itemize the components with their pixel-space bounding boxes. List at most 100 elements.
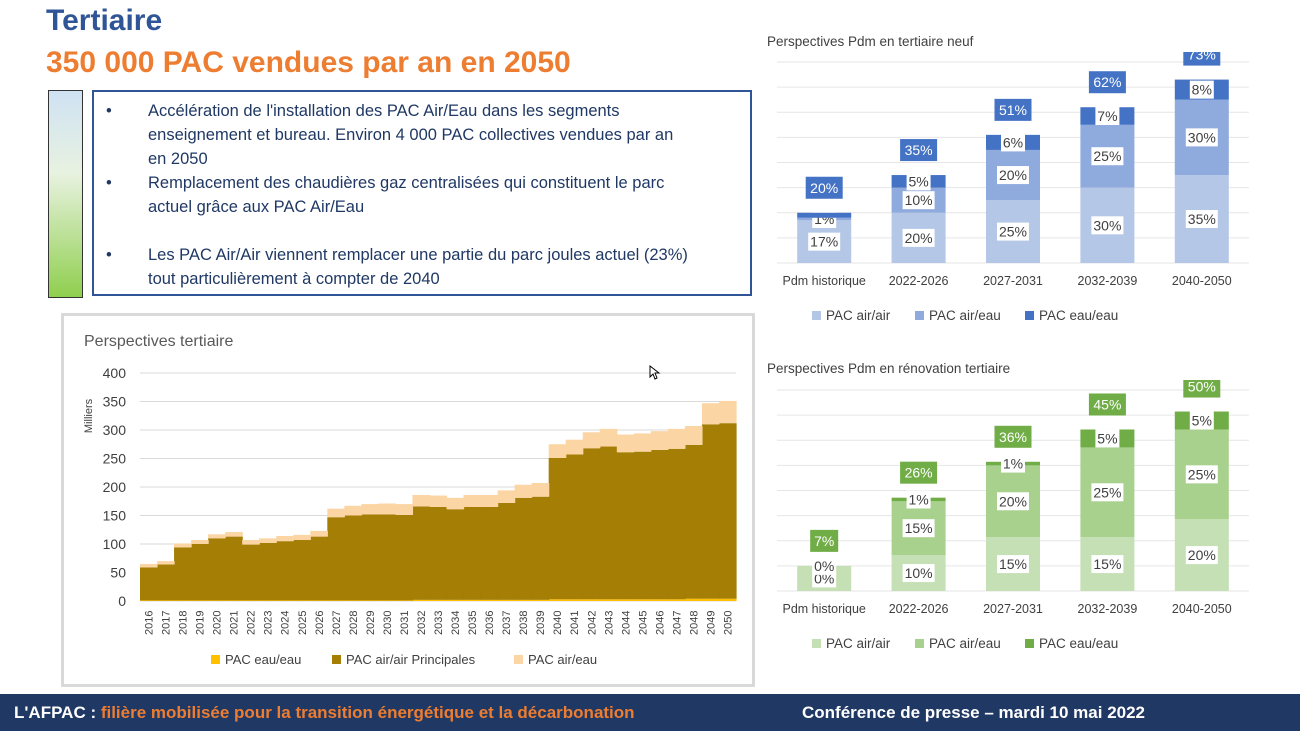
area-segment [548, 457, 567, 600]
area-segment [225, 600, 243, 601]
data-label-bg [1001, 133, 1025, 152]
x-tick-label: 2050 [722, 611, 734, 635]
area-segment [344, 600, 362, 601]
x-tick-label: 2034 [450, 611, 462, 635]
data-label-bg [997, 166, 1029, 185]
area-segment [531, 496, 550, 600]
area-segment [310, 600, 328, 601]
x-tick-label: 2040 [552, 611, 564, 635]
data-label-bg [997, 222, 1029, 241]
bullet-line: Les PAC Air/Air viennent remplacer une p… [148, 246, 688, 264]
area-segment [429, 495, 448, 507]
area-segment [344, 505, 362, 516]
area-segment [293, 540, 311, 601]
area-segment [599, 599, 618, 601]
data-label: 10% [905, 565, 933, 581]
gridlines [777, 389, 1249, 592]
total-label: 51% [999, 102, 1027, 118]
data-label-bg [1095, 429, 1120, 448]
x-tick-label: 2032 [416, 611, 428, 635]
area-segment [140, 600, 158, 601]
data-label-bg [812, 556, 837, 575]
x-tick-label: 2031 [399, 611, 411, 635]
x-tick-label: 2035 [467, 611, 479, 635]
area-segment [531, 599, 550, 601]
y-tick-label: 100 [103, 536, 127, 552]
area-segment [463, 599, 482, 601]
data-label: 8% [1192, 82, 1212, 98]
total-label: 73% [1188, 52, 1216, 63]
total-badge [805, 176, 843, 199]
x-tick-label: 2033 [433, 611, 445, 635]
data-label-bg [902, 564, 935, 583]
data-label-bg [1185, 128, 1218, 147]
area-segment [650, 599, 669, 601]
legend-swatch [332, 655, 341, 664]
y-axis-label: Milliers [83, 398, 95, 433]
legend-label: PAC eau/eau [1039, 308, 1118, 323]
area-segment [667, 448, 686, 600]
data-label: 0% [814, 558, 834, 574]
area-segment [701, 403, 720, 425]
area-segment [327, 508, 345, 518]
area-segment [633, 599, 652, 601]
area-segment [276, 541, 294, 601]
total-label: 26% [905, 465, 933, 481]
area-segment [157, 600, 175, 601]
area-segment [514, 484, 533, 498]
bullet-line: Accélération de l'installation des PAC A… [148, 102, 620, 120]
area-segment [412, 506, 431, 600]
area-segment [667, 428, 686, 449]
total-label: 7% [814, 533, 834, 549]
x-tick-label: 2021 [229, 611, 241, 635]
total-badge [810, 529, 839, 552]
x-tick-label: Pdm historique [783, 602, 866, 616]
data-label: 25% [999, 224, 1027, 240]
area-segment [667, 599, 686, 601]
bullet-line: tout particulièrement à compter de 2040 [148, 270, 440, 288]
total-badge [900, 139, 938, 162]
data-label: 15% [999, 556, 1027, 572]
x-tick-label: 2037 [501, 611, 513, 635]
y-tick-label: 200 [103, 479, 127, 495]
area-segment [497, 502, 516, 600]
x-tick-label: 2032-2039 [1078, 602, 1138, 616]
total-badge [1183, 52, 1221, 66]
area-segment [344, 515, 362, 601]
total-badge [994, 98, 1032, 121]
data-label: 1% [908, 491, 928, 507]
area-segment [701, 424, 720, 599]
data-label-bg [902, 191, 935, 210]
data-label-bg [906, 172, 931, 191]
data-label-bg [906, 490, 931, 509]
area-segment [599, 446, 618, 600]
area-segment [361, 600, 379, 601]
x-tick-label: 2025 [297, 611, 309, 635]
area-segment [718, 598, 737, 601]
y-tick-label: 50 [110, 565, 126, 581]
x-tick-label: 2038 [518, 611, 530, 635]
legend-swatch [1025, 311, 1034, 320]
bar-segment [797, 212, 852, 218]
area-segment [582, 432, 601, 449]
data-label-bg [1091, 216, 1124, 235]
y-ticks: 0 50 100 150 200 250 300 350 400 [103, 365, 127, 609]
data-label: 20% [999, 493, 1027, 509]
area-segment [429, 599, 448, 601]
data-label-bg [808, 232, 841, 251]
area-segment [395, 514, 414, 601]
area-segment [565, 599, 584, 601]
area-segment [225, 536, 243, 601]
y-tick-label: 250 [103, 451, 127, 467]
x-tick-label: 2022-2026 [889, 602, 949, 616]
data-label: 5% [1097, 430, 1117, 446]
area-segment [310, 530, 328, 537]
x-tick-label: 2032-2039 [1078, 274, 1138, 288]
area-segment [327, 517, 345, 601]
bullet-box: • Accélération de l'installation des PAC… [92, 90, 752, 296]
area-segment [259, 542, 277, 601]
area-segment [446, 509, 465, 600]
footer-prefix: L'AFPAC : [14, 703, 101, 722]
area-segment [599, 428, 618, 447]
area-segment [429, 506, 448, 600]
